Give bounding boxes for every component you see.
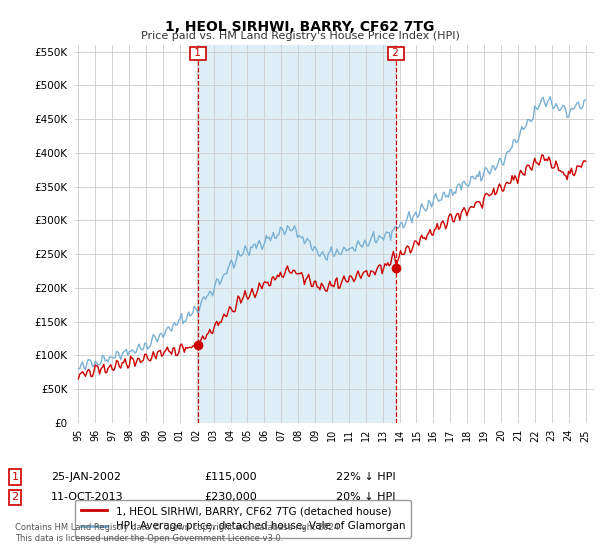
Text: £230,000: £230,000 <box>204 492 257 502</box>
Text: 1, HEOL SIRHWI, BARRY, CF62 7TG: 1, HEOL SIRHWI, BARRY, CF62 7TG <box>166 20 434 34</box>
Text: 2: 2 <box>11 492 19 502</box>
Text: 22% ↓ HPI: 22% ↓ HPI <box>336 472 395 482</box>
Text: 11-OCT-2013: 11-OCT-2013 <box>51 492 124 502</box>
Text: £115,000: £115,000 <box>204 472 257 482</box>
Text: 1: 1 <box>11 472 19 482</box>
Text: This data is licensed under the Open Government Licence v3.0.: This data is licensed under the Open Gov… <box>15 534 283 543</box>
Text: 25-JAN-2002: 25-JAN-2002 <box>51 472 121 482</box>
Text: 2: 2 <box>389 48 403 58</box>
Legend: 1, HEOL SIRHWI, BARRY, CF62 7TG (detached house), HPI: Average price, detached h: 1, HEOL SIRHWI, BARRY, CF62 7TG (detache… <box>75 500 412 538</box>
Text: Price paid vs. HM Land Registry's House Price Index (HPI): Price paid vs. HM Land Registry's House … <box>140 31 460 41</box>
Text: 20% ↓ HPI: 20% ↓ HPI <box>336 492 395 502</box>
Text: Contains HM Land Registry data © Crown copyright and database right 2024.: Contains HM Land Registry data © Crown c… <box>15 523 341 532</box>
Bar <box>198 45 396 423</box>
Text: 1: 1 <box>191 48 205 58</box>
